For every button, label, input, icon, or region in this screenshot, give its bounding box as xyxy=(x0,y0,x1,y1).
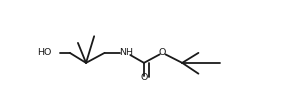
Text: HO: HO xyxy=(37,48,51,57)
Text: O: O xyxy=(159,48,166,57)
Text: O: O xyxy=(140,73,148,82)
Text: NH: NH xyxy=(120,48,134,57)
